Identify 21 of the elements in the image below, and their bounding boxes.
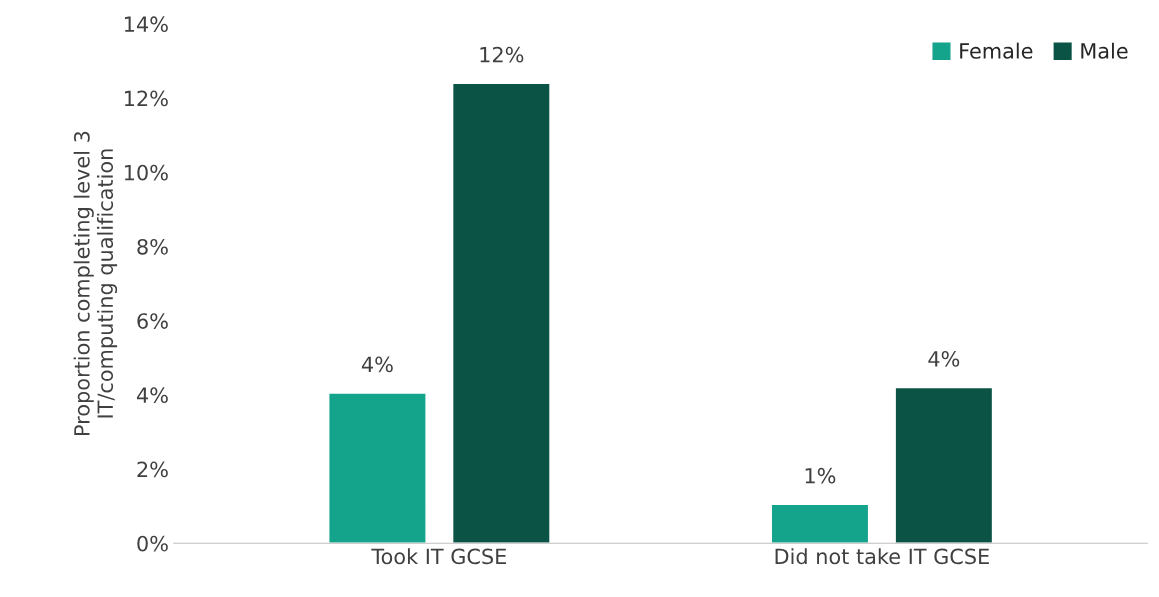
y-tick-label: 6% — [137, 313, 168, 329]
bar — [328, 392, 427, 544]
y-tick-label: 2% — [137, 461, 168, 478]
legend-label: Male — [1081, 42, 1128, 59]
y-tick-label: 4% — [136, 387, 168, 404]
y-tick-label: 0% — [137, 535, 168, 552]
data-label: 12% — [480, 46, 524, 63]
bar — [451, 82, 551, 544]
bar — [770, 503, 870, 544]
data-label: 1% — [805, 467, 836, 484]
x-tick-label: Took IT GCSE — [371, 548, 506, 565]
legend-label: Female — [960, 42, 1033, 59]
y-tick-label: 14% — [124, 16, 168, 33]
y-tick-label: 12% — [124, 90, 168, 107]
bar — [894, 386, 994, 544]
y-tick-label: 8% — [137, 238, 168, 255]
data-label: 4% — [928, 350, 960, 367]
y-axis-title: Proportion completing level 3 IT/computing qualification — [73, 131, 118, 435]
data-label: 4% — [361, 356, 393, 373]
y-tick-label: 10% — [124, 164, 168, 181]
x-tick-label: Did not take IT GCSE — [775, 548, 989, 565]
